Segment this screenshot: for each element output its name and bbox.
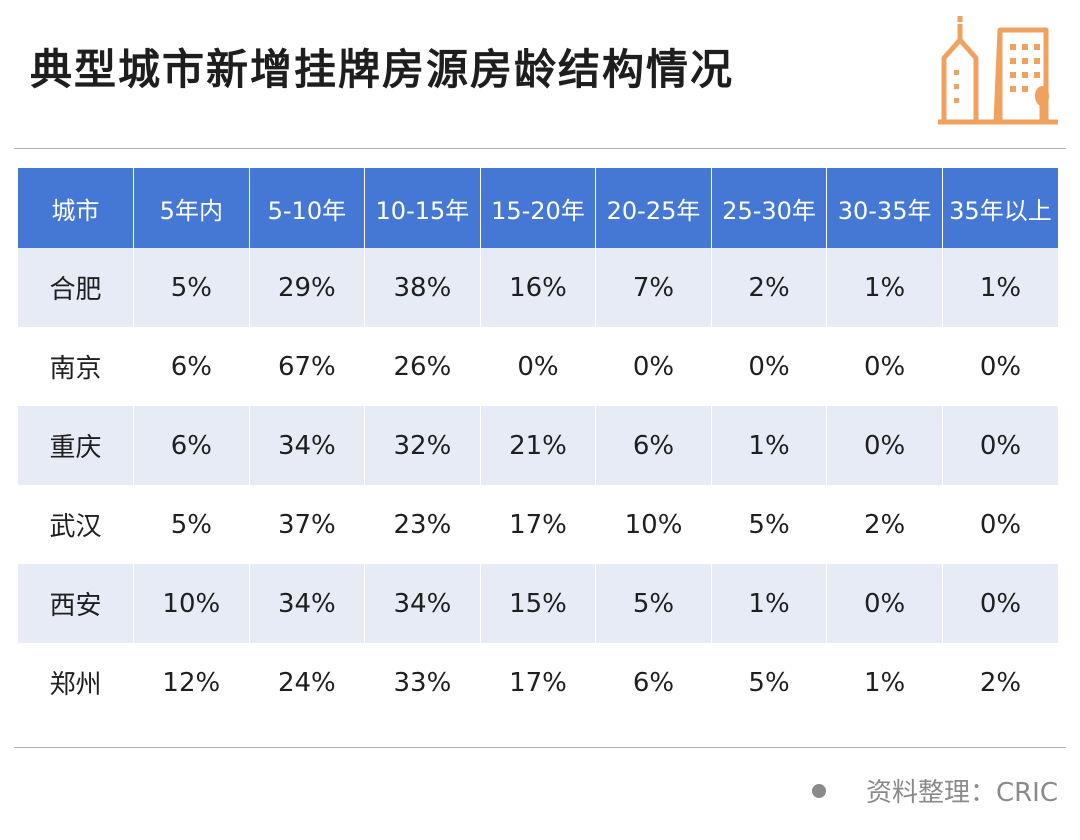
table-row: 合肥 5% 29% 38% 16% 7% 2% 1% 1% <box>18 248 1058 327</box>
value-cell: 21% <box>480 406 597 485</box>
value-cell: 0% <box>826 327 943 406</box>
table-row: 南京 6% 67% 26% 0% 0% 0% 0% 0% <box>18 327 1058 406</box>
value-cell: 5% <box>711 643 828 722</box>
table-row: 郑州 12% 24% 33% 17% 6% 5% 1% 2% <box>18 643 1058 722</box>
value-cell: 6% <box>595 643 712 722</box>
column-header: 15-20年 <box>480 168 597 248</box>
column-header: 5-10年 <box>249 168 366 248</box>
table-row: 武汉 5% 37% 23% 17% 10% 5% 2% 0% <box>18 485 1058 564</box>
value-cell: 32% <box>364 406 481 485</box>
value-cell: 38% <box>364 248 481 327</box>
value-cell: 2% <box>826 485 943 564</box>
value-cell: 17% <box>480 643 597 722</box>
table-row: 西安 10% 34% 34% 15% 5% 1% 0% 0% <box>18 564 1058 643</box>
value-cell: 0% <box>826 564 943 643</box>
bullet-dot-icon <box>811 783 826 798</box>
value-cell: 7% <box>595 248 712 327</box>
table-header-row: 城市 5年内 5-10年 10-15年 15-20年 20-25年 25-30年… <box>18 168 1058 248</box>
value-cell: 0% <box>942 327 1058 406</box>
value-cell: 17% <box>480 485 597 564</box>
bottom-divider <box>14 747 1066 748</box>
column-header: 5年内 <box>133 168 250 248</box>
city-buildings-icon <box>938 16 1058 125</box>
source-note: 资料整理：CRIC <box>811 772 1058 809</box>
value-cell: 34% <box>249 564 366 643</box>
source-text: 资料整理：CRIC <box>865 778 1058 808</box>
value-cell: 1% <box>711 564 828 643</box>
value-cell: 0% <box>942 406 1058 485</box>
value-cell: 12% <box>133 643 250 722</box>
city-cell: 重庆 <box>18 406 135 485</box>
city-cell: 西安 <box>18 564 135 643</box>
value-cell: 5% <box>133 248 250 327</box>
city-cell: 南京 <box>18 327 135 406</box>
value-cell: 5% <box>711 485 828 564</box>
value-cell: 67% <box>249 327 366 406</box>
value-cell: 2% <box>711 248 828 327</box>
value-cell: 10% <box>133 564 250 643</box>
value-cell: 1% <box>942 248 1058 327</box>
table-row: 重庆 6% 34% 32% 21% 6% 1% 0% 0% <box>18 406 1058 485</box>
column-header: 35年以上 <box>942 168 1058 248</box>
column-header: 25-30年 <box>711 168 828 248</box>
column-header: 30-35年 <box>826 168 943 248</box>
city-cell: 合肥 <box>18 248 135 327</box>
value-cell: 6% <box>595 406 712 485</box>
value-cell: 6% <box>133 327 250 406</box>
column-header: 城市 <box>18 168 135 248</box>
value-cell: 1% <box>826 643 943 722</box>
value-cell: 1% <box>711 406 828 485</box>
value-cell: 29% <box>249 248 366 327</box>
value-cell: 0% <box>826 406 943 485</box>
value-cell: 0% <box>595 327 712 406</box>
value-cell: 0% <box>480 327 597 406</box>
value-cell: 24% <box>249 643 366 722</box>
value-cell: 5% <box>133 485 250 564</box>
value-cell: 15% <box>480 564 597 643</box>
value-cell: 0% <box>942 564 1058 643</box>
city-cell: 武汉 <box>18 485 135 564</box>
value-cell: 37% <box>249 485 366 564</box>
value-cell: 16% <box>480 248 597 327</box>
table-body: 合肥 5% 29% 38% 16% 7% 2% 1% 1% 南京 6% 67% 26% 0% 0% 0% 0% 0… <box>18 248 1058 722</box>
house-age-table: 城市 5年内 5-10年 10-15年 15-20年 20-25年 25-30年… <box>18 168 1058 722</box>
value-cell: 5% <box>595 564 712 643</box>
value-cell: 34% <box>249 406 366 485</box>
value-cell: 1% <box>826 248 943 327</box>
city-cell: 郑州 <box>18 643 135 722</box>
value-cell: 26% <box>364 327 481 406</box>
column-header: 20-25年 <box>595 168 712 248</box>
page-title: 典型城市新增挂牌房源房龄结构情况 <box>30 45 735 94</box>
value-cell: 10% <box>595 485 712 564</box>
value-cell: 2% <box>942 643 1058 722</box>
value-cell: 34% <box>364 564 481 643</box>
value-cell: 0% <box>942 485 1058 564</box>
value-cell: 33% <box>364 643 481 722</box>
top-divider <box>14 148 1066 149</box>
house-age-table-container: 城市 5年内 5-10年 10-15年 15-20年 20-25年 25-30年… <box>18 168 1058 722</box>
value-cell: 6% <box>133 406 250 485</box>
value-cell: 23% <box>364 485 481 564</box>
column-header: 10-15年 <box>364 168 481 248</box>
value-cell: 0% <box>711 327 828 406</box>
